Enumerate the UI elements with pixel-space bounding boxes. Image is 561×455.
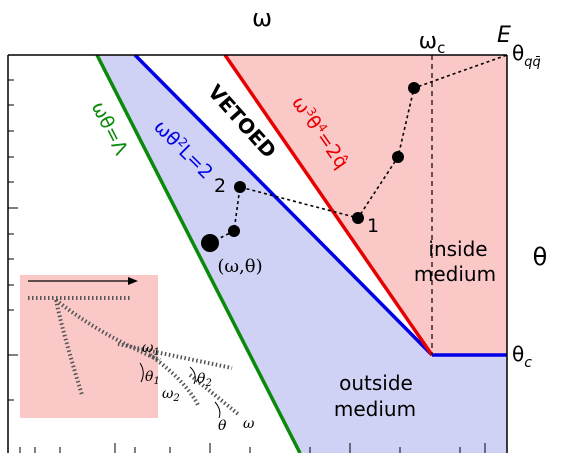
E-label: E: [497, 23, 511, 48]
point-c: [408, 82, 420, 94]
gluon-branch-2: [54, 298, 161, 362]
inset-angle-arc-1: [139, 362, 144, 383]
ticks: [8, 79, 486, 453]
inset-arrow-head: [128, 277, 138, 285]
point-1: [352, 212, 364, 224]
outside-medium-region: [97, 55, 507, 453]
omega-theta-label: (ω,θ): [217, 256, 262, 277]
point-2: [234, 181, 246, 193]
inset-angle-arc-2: [189, 366, 196, 385]
inset-theta: θ: [218, 418, 227, 434]
outside-label-1: outside: [339, 371, 413, 395]
omega-c-label: ωc: [419, 29, 446, 57]
inset-omega: ω: [243, 416, 255, 432]
outside-label-2: medium: [334, 397, 416, 421]
inside-label-1: inside: [428, 237, 487, 261]
point-b: [392, 151, 404, 163]
inside-medium-region: [225, 55, 507, 355]
blue-line: [133, 55, 434, 357]
inside-label-2: medium: [414, 262, 496, 286]
gluon-branch-5: [188, 373, 240, 416]
point-omega-theta: [201, 234, 219, 252]
gluon-branch-4: [148, 353, 200, 406]
gluon-branch-1: [54, 299, 84, 396]
right-axis-label: θ: [533, 243, 548, 271]
point-2-label: 2: [214, 175, 226, 197]
point-a: [228, 225, 240, 237]
green-line: [95, 55, 302, 453]
theta-qq-label: θqq̄: [512, 41, 541, 70]
inset-omega2: ω2: [162, 386, 180, 404]
theta-c-label: θc: [512, 342, 532, 371]
point-1-label: 1: [367, 215, 379, 237]
top-axis-label: ω: [252, 4, 272, 32]
inset-angle-arc-3: [214, 401, 221, 419]
inset-theta2: θ2: [197, 371, 212, 389]
red-line: [223, 55, 434, 356]
